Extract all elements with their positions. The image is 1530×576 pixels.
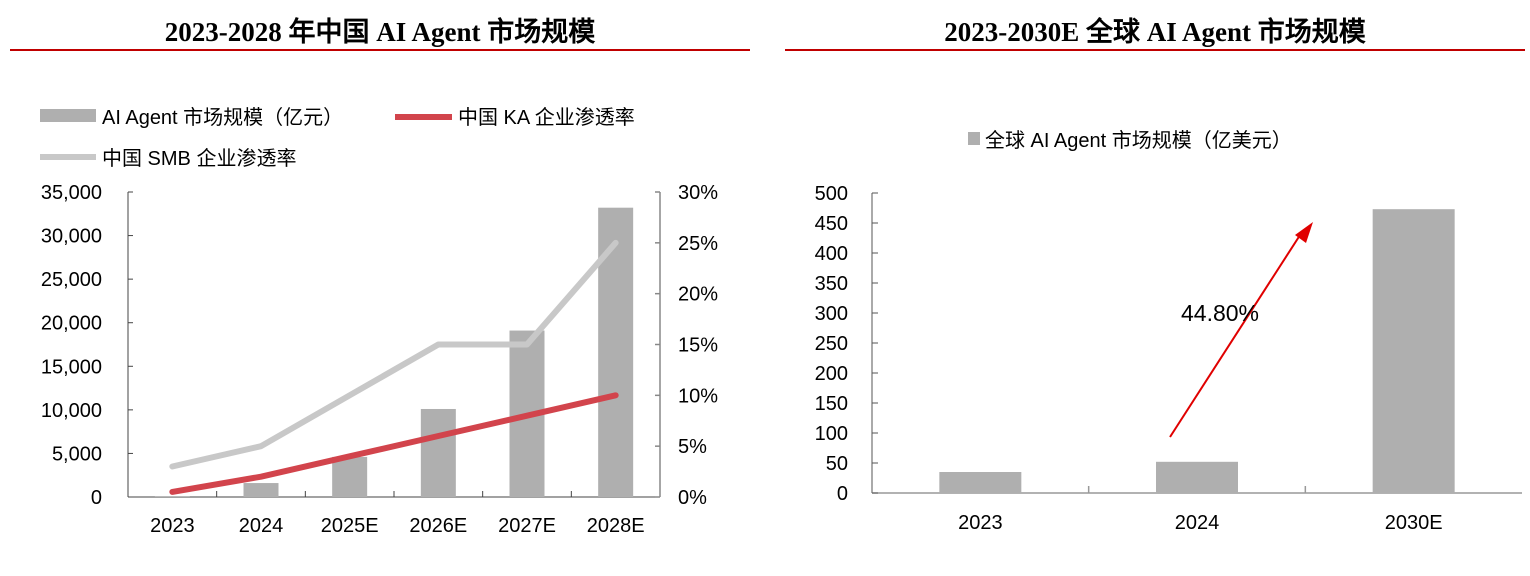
y-tick-label: 50	[826, 453, 848, 475]
smb-penetration-line	[169, 239, 619, 470]
bar-2023	[154, 496, 190, 497]
y-tick-label: 250	[815, 333, 848, 355]
x-tick-label: 2026E	[409, 515, 467, 537]
x-tick-label: 2024	[1175, 512, 1220, 534]
y-tick-label: 450	[815, 213, 848, 235]
y-tick-label: 150	[815, 393, 848, 415]
left-title-rule	[10, 49, 750, 51]
left-chart-title: 2023-2028 年中国 AI Agent 市场规模	[164, 17, 596, 47]
bar-2025E	[332, 456, 368, 497]
right-title-rule	[785, 49, 1525, 51]
left-y-tick-label: 30,000	[41, 226, 102, 248]
right-y-tick-label: 25%	[678, 233, 718, 255]
x-tick-label: 2027E	[498, 515, 556, 537]
right-y-tick-label: 0%	[678, 487, 707, 509]
legend-label-smb: 中国 SMB 企业渗透率	[102, 147, 296, 170]
cagr-annotation: 44.80%	[1181, 300, 1259, 326]
legend-label-ka: 中国 KA 企业渗透率	[458, 106, 635, 129]
y-tick-label: 0	[837, 483, 848, 505]
x-tick-label: 2023	[958, 512, 1003, 534]
left-y-tick-label: 35,000	[41, 182, 102, 204]
x-tick-label: 2024	[239, 515, 284, 537]
x-tick-label: 2028E	[587, 515, 645, 537]
y-tick-label: 400	[815, 243, 848, 265]
bar-2024	[1156, 461, 1238, 493]
growth-arrow-head-icon	[1295, 222, 1313, 243]
right-chart-title: 2023-2030E 全球 AI Agent 市场规模	[944, 17, 1366, 47]
y-tick-label: 200	[815, 363, 848, 385]
bar-2028E	[598, 207, 634, 497]
x-tick-label: 2030E	[1385, 512, 1443, 534]
bar-2024	[243, 483, 279, 497]
y-tick-label: 350	[815, 273, 848, 295]
legend-label-bar: AI Agent 市场规模（亿元）	[102, 106, 343, 129]
legend-label: 全球 AI Agent 市场规模（亿美元）	[985, 129, 1292, 152]
growth-arrow-line	[1169, 231, 1303, 438]
legend-swatch-bar	[40, 109, 96, 122]
left-y-tick-label: 5,000	[52, 443, 102, 465]
left-y-tick-label: 15,000	[41, 356, 102, 378]
bar-2026E	[420, 408, 456, 497]
right-y-tick-label: 20%	[678, 284, 718, 306]
left-y-tick-label: 25,000	[41, 269, 102, 291]
bar-2023	[939, 472, 1022, 493]
bar-2030E	[1372, 209, 1455, 493]
left-y-tick-label: 0	[91, 487, 102, 509]
y-tick-label: 500	[815, 183, 848, 205]
ka-penetration-line	[169, 392, 619, 495]
legend-swatch	[968, 132, 980, 145]
left-y-tick-label: 20,000	[41, 313, 102, 335]
right-y-tick-label: 15%	[678, 335, 718, 357]
right-y-tick-label: 10%	[678, 385, 718, 407]
right-y-tick-label: 5%	[678, 436, 707, 458]
y-tick-label: 100	[815, 423, 848, 445]
x-tick-label: 2025E	[321, 515, 379, 537]
right-y-tick-label: 30%	[678, 182, 718, 204]
left-y-tick-label: 10,000	[41, 400, 102, 422]
x-tick-label: 2023	[150, 515, 195, 537]
y-tick-label: 300	[815, 303, 848, 325]
